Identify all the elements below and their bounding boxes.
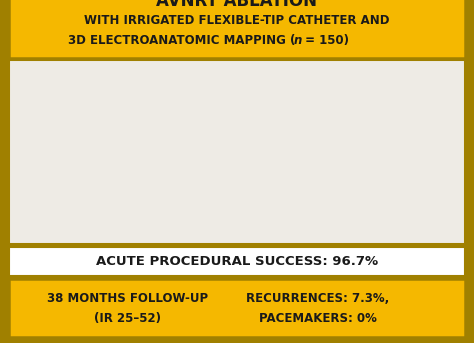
Text: 3D ELECTROANATOMIC MAPPING (: 3D ELECTROANATOMIC MAPPING ( [68,34,295,47]
Text: PACEMAKERS: 0%: PACEMAKERS: 0% [259,312,376,325]
Text: ACUTE PROCEDURAL SUCCESS: 96.7%: ACUTE PROCEDURAL SUCCESS: 96.7% [96,255,378,268]
Text: n: n [294,34,302,47]
Text: (IR 25–52): (IR 25–52) [94,312,162,325]
FancyBboxPatch shape [9,0,465,58]
Text: AVNRT ABLATION: AVNRT ABLATION [156,0,318,10]
FancyBboxPatch shape [9,60,465,244]
FancyBboxPatch shape [11,62,463,242]
Text: 38 MONTHS FOLLOW-UP: 38 MONTHS FOLLOW-UP [47,293,209,305]
Text: WITH IRRIGATED FLEXIBLE-TIP CATHETER AND: WITH IRRIGATED FLEXIBLE-TIP CATHETER AND [84,14,390,27]
Text: = 150): = 150) [301,34,349,47]
FancyBboxPatch shape [9,279,465,337]
Text: RECURRENCES: 7.3%,: RECURRENCES: 7.3%, [246,293,389,305]
FancyBboxPatch shape [9,247,465,276]
